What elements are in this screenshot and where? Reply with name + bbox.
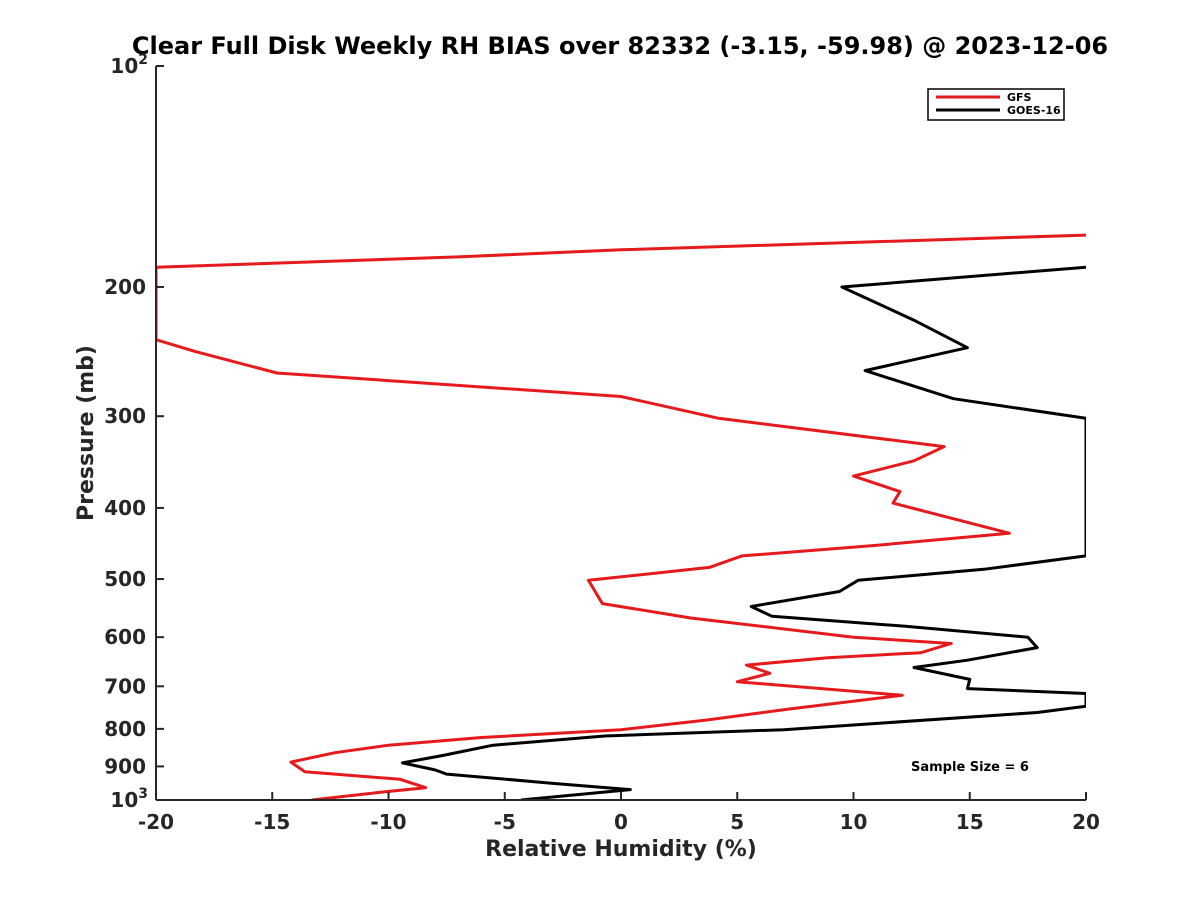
chart-title: Clear Full Disk Weekly RH BIAS over 8233…: [132, 32, 1108, 60]
y-tick-label: 700: [104, 674, 146, 698]
y-tick-label: 200: [104, 275, 146, 299]
y-tick-label: 300: [104, 404, 146, 428]
y-tick-label: 400: [104, 496, 146, 520]
y-tick-label: 500: [104, 567, 146, 591]
sample-size-annotation: Sample Size = 6: [911, 760, 1029, 775]
x-tick-label: 10: [840, 810, 868, 834]
legend-box: [927, 88, 1065, 121]
y-tick-label: 600: [104, 625, 146, 649]
x-tick-label: 15: [956, 810, 984, 834]
x-axis-title: Relative Humidity (%): [485, 837, 757, 862]
x-tick-label: -10: [370, 810, 406, 834]
legend-label: GFS: [1007, 91, 1032, 104]
series-line-0: [156, 233, 1086, 800]
x-tick-label: -15: [254, 810, 290, 834]
y-axis-title: Pressure (mb): [74, 345, 99, 521]
axes-layer: -20 -15 -10 -5 0 5 10 15 20102200300400500600700…: [104, 52, 1100, 834]
x-tick-label: 0: [614, 810, 628, 834]
series-layer: [156, 233, 1086, 800]
x-tick-label: 20: [1072, 810, 1100, 834]
x-tick-label: -20: [138, 810, 174, 834]
x-tick-label: -5: [494, 810, 516, 834]
legend-label: GOES-16: [1007, 104, 1061, 117]
y-tick-label: 900: [104, 754, 146, 778]
y-tick-label: 800: [104, 717, 146, 741]
series-line-1: [401, 265, 1086, 800]
x-tick-label: 5: [730, 810, 744, 834]
